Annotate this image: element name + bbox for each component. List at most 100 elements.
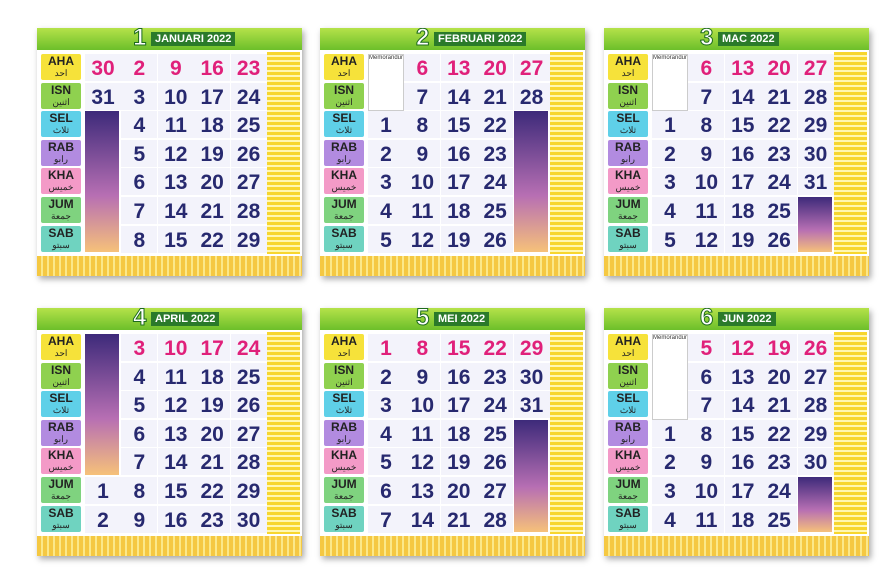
date-number: 25 (230, 362, 267, 390)
month-number: 2 (415, 28, 430, 52)
date-number: 7 (404, 82, 441, 110)
date-number: 24 (477, 168, 514, 196)
date-number: 10 (404, 168, 441, 196)
date-number: 25 (477, 197, 514, 224)
date-number: 13 (404, 477, 441, 504)
day-label: RAB رابو (324, 139, 364, 166)
date-number: 22 (761, 111, 798, 139)
date-number: 29 (797, 419, 834, 447)
day-jawi: اثنين (619, 376, 637, 387)
day-code: SEL (49, 391, 73, 406)
day-code: ISN (50, 362, 71, 377)
date-number: 6 (688, 54, 725, 81)
decor-image (85, 111, 119, 253)
day-jawi: ثلاث (52, 405, 70, 416)
date-number: 30 (797, 139, 834, 167)
day-label: SAB سبتو (324, 505, 364, 532)
date-number: 16 (157, 505, 194, 533)
date-number: 26 (761, 225, 798, 253)
date-number: 14 (724, 391, 761, 419)
date-number: 21 (477, 82, 514, 110)
date-number: 10 (688, 477, 725, 504)
day-code: SAB (615, 225, 641, 240)
date-number: 31 (797, 168, 834, 196)
day-code: RAB (48, 139, 74, 154)
day-jawi: رابو (336, 433, 351, 444)
day-code: KHA (48, 168, 74, 183)
month-number: 1 (132, 28, 147, 52)
month-title: FEBRUARI 2022 (434, 32, 527, 46)
day-jawi: احد (621, 348, 635, 358)
date-number: 4 (121, 111, 158, 139)
month-number: 6 (699, 308, 714, 332)
month-number: 5 (415, 308, 430, 332)
day-jawi: سبتو (335, 519, 353, 530)
month-header: 4 APRIL 2022 (37, 308, 302, 332)
date-number: 17 (194, 82, 231, 110)
date-number: 17 (724, 477, 761, 504)
decor-image (513, 419, 548, 533)
day-jawi: اثنين (335, 376, 353, 387)
date-number: 12 (404, 448, 441, 476)
date-number: 5 (368, 225, 404, 253)
date-number: 25 (761, 505, 798, 533)
date-number: 8 (404, 111, 441, 139)
side-panel (267, 52, 300, 254)
day-label: KHA خميس (41, 448, 81, 475)
date-number: 10 (157, 82, 194, 110)
day-code: SEL (332, 111, 356, 126)
month-number: 4 (132, 308, 147, 332)
day-jawi: ثلاث (619, 405, 637, 416)
date-number: 15 (724, 111, 761, 139)
date-number: 5 (688, 334, 725, 361)
date-number: 2 (652, 139, 688, 167)
date-number: 4 (652, 505, 688, 533)
day-code: SEL (49, 111, 73, 126)
day-jawi: سبتو (619, 519, 637, 530)
date-number: 14 (157, 197, 194, 224)
day-code: KHA (615, 448, 641, 463)
day-code: SEL (616, 391, 640, 406)
date-number: 1 (85, 477, 121, 504)
date-number: 10 (157, 334, 194, 361)
day-code: KHA (48, 448, 74, 463)
day-jawi: رابو (620, 153, 635, 164)
footer-strip (37, 256, 302, 276)
day-jawi: جمعة (51, 491, 71, 501)
day-label: KHA خميس (324, 168, 364, 195)
date-number: 3 (121, 334, 158, 361)
day-label: ISN اثنين (608, 82, 648, 109)
date-number: 26 (477, 225, 514, 253)
date-number: 15 (440, 334, 477, 361)
day-label: KHA خميس (608, 168, 648, 195)
date-number: 17 (194, 334, 231, 361)
day-label: SEL ثلاث (324, 391, 364, 418)
date-number: 27 (797, 54, 834, 81)
day-jawi: اثنين (52, 96, 70, 107)
decor-image (797, 477, 832, 533)
day-label: SAB سبتو (41, 225, 81, 252)
day-jawi: احد (54, 348, 68, 358)
date-number: 23 (761, 448, 798, 476)
footer-strip (604, 536, 869, 556)
date-number: 2 (121, 54, 158, 81)
day-jawi: اثنين (52, 376, 70, 387)
day-code: SAB (615, 505, 641, 520)
footer-strip (320, 256, 585, 276)
date-number: 3 (652, 168, 688, 196)
day-code: JUM (615, 477, 641, 491)
day-jawi: جمعة (334, 491, 354, 501)
date-number: 26 (477, 448, 514, 476)
month-title: MAC 2022 (718, 32, 779, 46)
day-code: RAB (331, 419, 357, 434)
date-number: 30 (797, 448, 834, 476)
calendar-page: 6 JUN 2022 AHA احد ISN اثنين SEL ثلاث RAB رابو KHA… (604, 308, 869, 556)
date-number: 19 (724, 225, 761, 253)
date-number: 18 (724, 197, 761, 224)
day-jawi: جمعة (51, 211, 71, 221)
day-jawi: خميس (615, 182, 641, 193)
date-number: 8 (688, 111, 725, 139)
decor-image (85, 334, 119, 475)
date-number: 6 (368, 477, 404, 504)
day-code: SAB (48, 505, 74, 520)
